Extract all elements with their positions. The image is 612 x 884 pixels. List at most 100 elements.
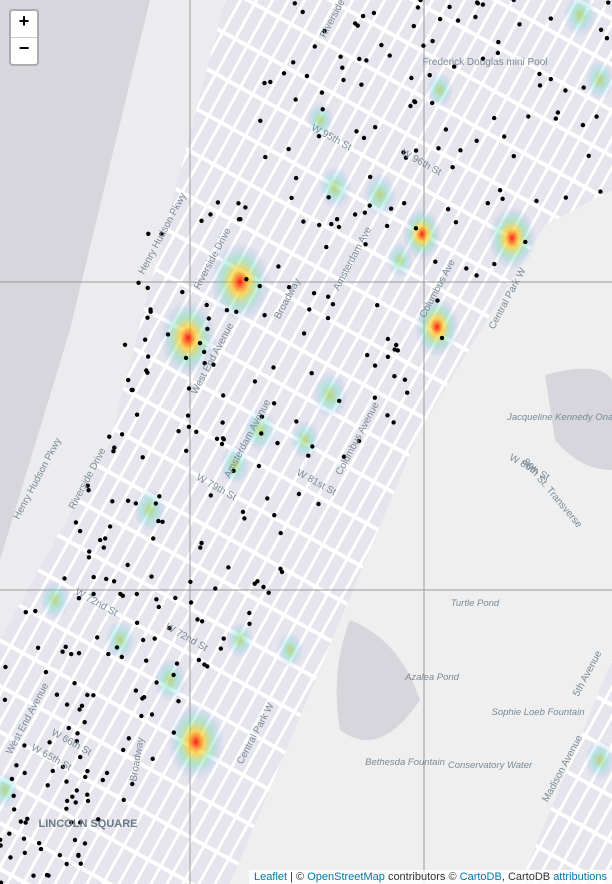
point — [310, 444, 315, 449]
point — [492, 115, 497, 121]
point — [268, 79, 273, 85]
point — [72, 681, 77, 686]
point — [240, 509, 246, 515]
point — [433, 259, 438, 264]
point — [145, 315, 150, 320]
point — [526, 114, 531, 119]
point — [11, 793, 16, 798]
point — [60, 764, 66, 769]
attr-text: contributors © — [387, 871, 457, 883]
point — [372, 395, 377, 400]
point — [173, 595, 178, 601]
point — [480, 56, 486, 61]
point — [296, 491, 302, 497]
heat-blob — [488, 206, 536, 270]
point — [430, 100, 435, 106]
point — [151, 536, 156, 541]
point — [165, 332, 171, 337]
point — [379, 42, 384, 48]
point — [445, 207, 451, 212]
point — [325, 315, 331, 321]
point — [392, 374, 397, 379]
point — [231, 468, 236, 473]
point — [247, 610, 252, 616]
point — [47, 740, 52, 745]
leaflet-link[interactable]: Leaflet — [254, 871, 288, 883]
zoom-out[interactable]: − — [11, 37, 37, 64]
heat-blob — [220, 445, 250, 485]
point — [22, 850, 27, 855]
point — [259, 414, 265, 419]
point — [159, 231, 164, 237]
point — [455, 18, 461, 23]
point — [402, 377, 408, 382]
osm-link[interactable]: OpenStreetMap — [307, 871, 385, 883]
point — [356, 438, 362, 444]
point — [144, 658, 149, 663]
point — [154, 680, 159, 685]
point — [480, 2, 486, 7]
point — [385, 336, 391, 342]
point — [598, 27, 604, 32]
zoom-control: + − — [9, 9, 39, 66]
heat-blob — [306, 102, 334, 138]
point — [606, 0, 611, 5]
attributions-link[interactable]: attributions — [553, 871, 607, 883]
point — [206, 316, 211, 321]
point — [226, 565, 231, 570]
point — [359, 82, 364, 87]
map-label: LINCOLN SQUARE — [39, 818, 138, 830]
point — [418, 0, 423, 3]
point — [262, 313, 267, 318]
point — [183, 355, 189, 361]
point — [145, 285, 150, 291]
point — [202, 662, 207, 667]
point — [391, 420, 396, 425]
point — [107, 434, 112, 439]
point — [324, 244, 329, 250]
point — [74, 788, 79, 793]
point — [464, 266, 469, 271]
point — [301, 331, 307, 336]
heat-blob — [402, 208, 442, 260]
point — [63, 644, 68, 649]
point — [150, 756, 155, 761]
point — [176, 699, 181, 704]
point — [96, 817, 101, 822]
point — [555, 110, 561, 115]
point — [412, 99, 417, 104]
point — [36, 841, 42, 846]
heat-blob — [167, 704, 225, 780]
point — [294, 419, 299, 424]
point — [86, 488, 91, 493]
point — [286, 146, 291, 152]
point — [72, 837, 78, 843]
point — [149, 574, 154, 579]
point — [22, 770, 27, 776]
point — [188, 579, 193, 584]
point — [73, 800, 78, 805]
point — [156, 604, 161, 610]
point — [101, 545, 107, 550]
point — [185, 413, 191, 418]
point — [385, 413, 390, 418]
point — [402, 201, 407, 206]
point — [341, 77, 346, 83]
point — [119, 432, 125, 437]
point — [46, 873, 51, 878]
point — [208, 212, 213, 217]
zoom-in[interactable]: + — [18, 11, 30, 31]
point — [213, 586, 218, 591]
point — [517, 22, 522, 27]
point — [120, 593, 126, 598]
point — [435, 298, 440, 303]
cartodb-link[interactable]: CartoDB — [459, 871, 502, 883]
point — [57, 853, 62, 858]
point — [316, 501, 321, 507]
point — [375, 303, 380, 308]
point — [581, 85, 586, 90]
point — [278, 530, 283, 536]
point — [364, 58, 369, 63]
point — [21, 836, 27, 841]
